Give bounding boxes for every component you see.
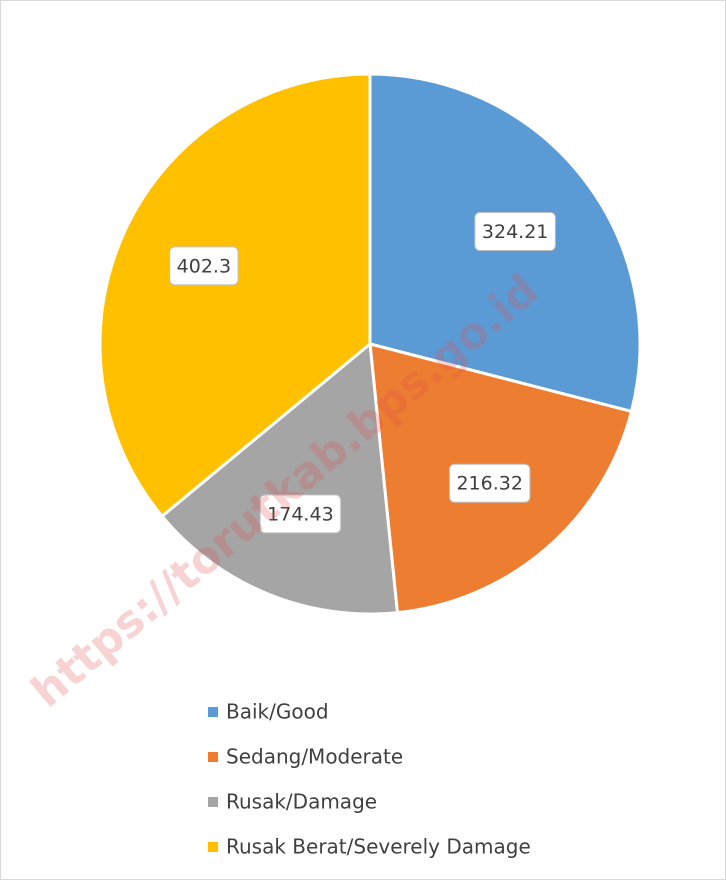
legend-label: Rusak/Damage bbox=[226, 790, 377, 814]
data-label-box bbox=[169, 246, 239, 286]
data-label-text: 174.43 bbox=[267, 503, 333, 525]
legend-swatch bbox=[208, 752, 218, 762]
data-label: 324.21 bbox=[474, 212, 556, 252]
data-label: 402.3 bbox=[169, 246, 239, 286]
legend-swatch bbox=[208, 842, 218, 852]
data-label-box bbox=[474, 212, 556, 252]
legend-swatch bbox=[208, 707, 218, 717]
pie-slice bbox=[98, 72, 372, 519]
legend-swatch bbox=[208, 797, 218, 807]
data-label-text: 216.32 bbox=[456, 473, 522, 495]
legend-label: Rusak Berat/Severely Damage bbox=[226, 835, 531, 859]
legend-label: Baik/Good bbox=[226, 700, 329, 724]
data-label-text: 324.21 bbox=[482, 221, 548, 243]
pie-slice bbox=[159, 341, 400, 616]
data-label-box bbox=[448, 463, 531, 503]
data-label: 216.32 bbox=[448, 463, 531, 503]
data-labels: 324.21 216.32 174.43 402.3 bbox=[169, 212, 556, 534]
pie bbox=[98, 72, 642, 616]
legend-label: Sedang/Moderate bbox=[226, 745, 403, 769]
data-label-box bbox=[259, 494, 342, 534]
data-label-text: 402.3 bbox=[177, 255, 231, 277]
data-label: 174.43 bbox=[259, 494, 342, 534]
legend: Baik/Good Sedang/Moderate Rusak/Damage Rusa… bbox=[208, 700, 531, 859]
